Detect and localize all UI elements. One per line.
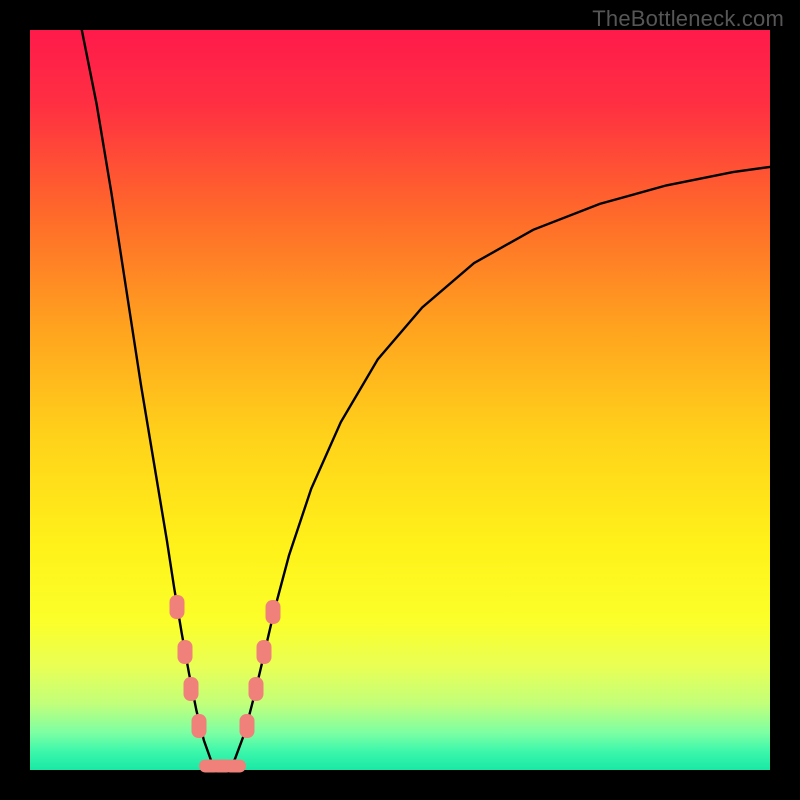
plot-area	[30, 30, 770, 770]
data-marker	[169, 595, 184, 619]
data-marker	[256, 640, 271, 664]
data-marker	[191, 714, 206, 738]
data-marker	[184, 677, 199, 701]
data-marker	[248, 677, 263, 701]
gradient-background	[30, 30, 770, 770]
chart-frame: TheBottleneck.com	[0, 0, 800, 800]
plot-svg	[30, 30, 770, 770]
data-marker	[224, 759, 246, 772]
data-marker	[177, 640, 192, 664]
data-marker	[265, 600, 280, 624]
data-marker	[239, 714, 254, 738]
watermark-label: TheBottleneck.com	[592, 6, 784, 32]
